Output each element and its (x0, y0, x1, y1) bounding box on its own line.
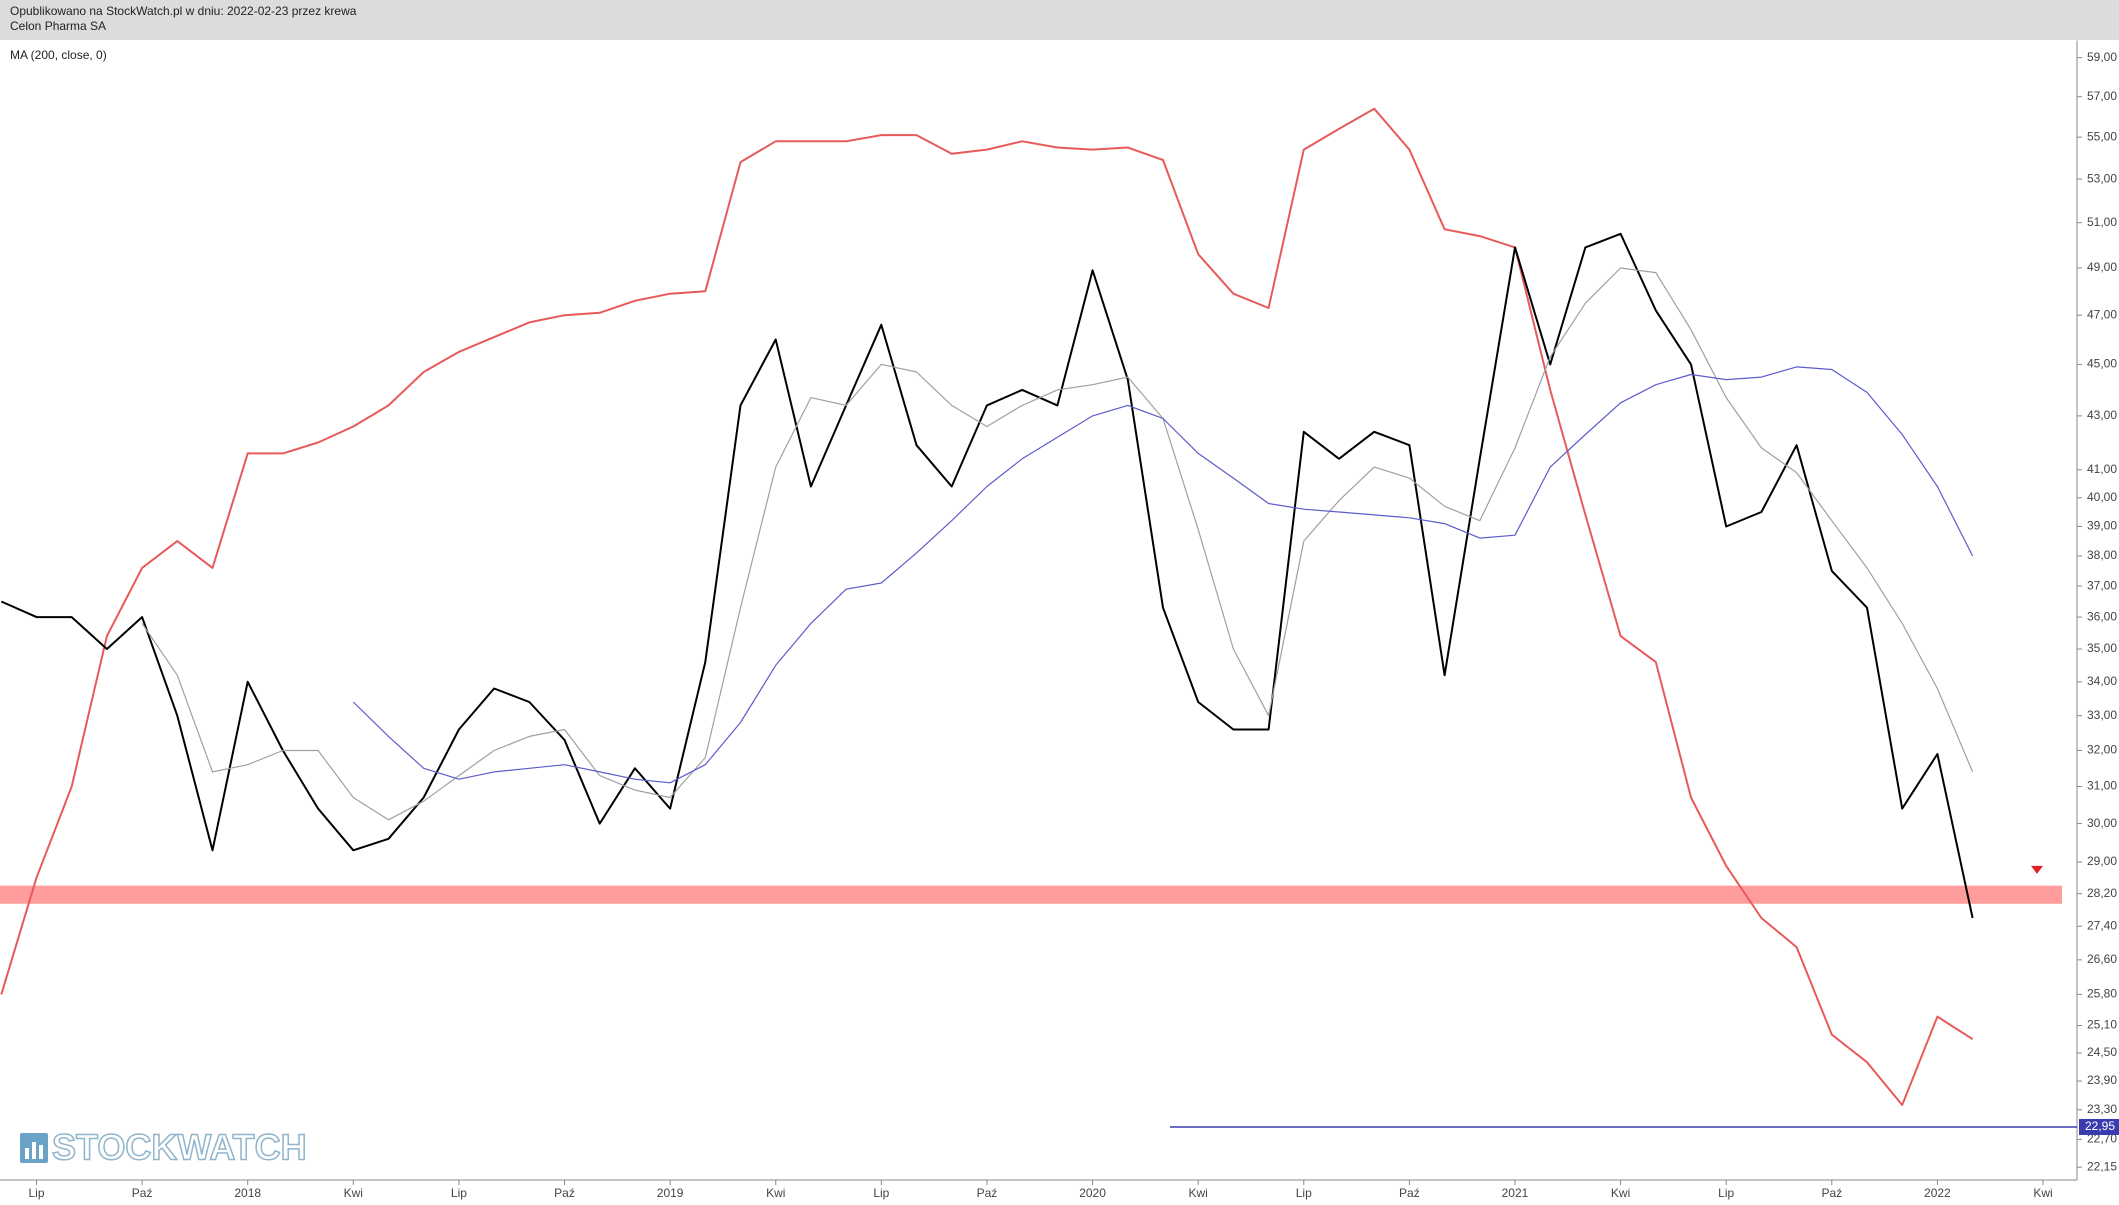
x-tick-label: Lip (873, 1186, 889, 1200)
x-tick-label: 2019 (657, 1186, 684, 1200)
y-tick-label: 23,30 (2087, 1102, 2117, 1116)
y-tick-label: 38,00 (2087, 548, 2117, 562)
y-tick-label: 26,60 (2087, 952, 2117, 966)
y-tick-label: 53,00 (2087, 171, 2117, 185)
y-tick-label: 32,00 (2087, 743, 2117, 757)
y-tick-label: 51,00 (2087, 215, 2117, 229)
x-tick-label: Paź (1399, 1186, 1420, 1200)
y-tick-label: 40,00 (2087, 490, 2117, 504)
low-line-tag (2079, 1118, 2119, 1135)
y-tick-label: 29,00 (2087, 854, 2117, 868)
y-tick-label: 25,80 (2087, 987, 2117, 1001)
series-line (141, 267, 1974, 821)
x-tick-label: Kwi (766, 1186, 785, 1200)
x-tick-label: Lip (451, 1186, 467, 1200)
x-tick-label: 2018 (234, 1186, 261, 1200)
x-tick-label: Kwi (1188, 1186, 1207, 1200)
logo-icon-bar (25, 1148, 29, 1159)
watermark-logo: STOCKWATCH (20, 1126, 307, 1168)
y-tick-label: 49,00 (2087, 260, 2117, 274)
y-tick-label: 22,70 (2087, 1132, 2117, 1146)
x-tick-label: 2020 (1079, 1186, 1106, 1200)
y-tick-label: 57,00 (2087, 89, 2117, 103)
header-publication: Opublikowano na StockWatch.pl w dniu: 20… (10, 4, 357, 18)
low-line-label: 22,95 (2085, 1119, 2115, 1133)
series-line (0, 107, 1974, 1106)
x-tick-label: 2021 (1502, 1186, 1529, 1200)
y-tick-label: 22,15 (2087, 1159, 2117, 1173)
y-tick-label: 45,00 (2087, 357, 2117, 371)
y-tick-label: 59,00 (2087, 50, 2117, 64)
series-line (0, 232, 1974, 919)
alert-marker (2031, 865, 2043, 874)
y-tick-label: 43,00 (2087, 408, 2117, 422)
x-tick-label: Kwi (344, 1186, 363, 1200)
x-tick-label: Paź (1821, 1186, 1842, 1200)
y-tick-label: 47,00 (2087, 307, 2117, 321)
x-tick-label: Paź (132, 1186, 153, 1200)
header-instrument: Celon Pharma SA (10, 19, 106, 33)
y-tick-label: 28,20 (2087, 886, 2117, 900)
header-bar (0, 0, 2119, 40)
y-tick-label: 30,00 (2087, 816, 2117, 830)
logo-icon-bar (39, 1145, 43, 1159)
logo-icon-bar (32, 1142, 36, 1159)
x-tick-label: Paź (977, 1186, 998, 1200)
legend-label: MA (200, close, 0) (10, 48, 107, 62)
y-tick-label: 25,10 (2087, 1018, 2117, 1032)
y-tick-label: 55,00 (2087, 129, 2117, 143)
y-tick-label: 37,00 (2087, 578, 2117, 592)
x-tick-label: Kwi (1611, 1186, 1630, 1200)
series-line (352, 366, 1974, 784)
y-tick-label: 35,00 (2087, 641, 2117, 655)
x-tick-label: Lip (1296, 1186, 1312, 1200)
y-tick-label: 24,50 (2087, 1045, 2117, 1059)
y-tick-label: 34,00 (2087, 674, 2117, 688)
x-tick-label: Lip (1718, 1186, 1734, 1200)
y-tick-label: 31,00 (2087, 779, 2117, 793)
y-tick-label: 33,00 (2087, 708, 2117, 722)
x-tick-label: 2022 (1924, 1186, 1951, 1200)
x-tick-label: Paź (554, 1186, 575, 1200)
y-tick-label: 23,90 (2087, 1073, 2117, 1087)
x-tick-label: Kwi (2033, 1186, 2052, 1200)
watermark-text: STOCKWATCH (52, 1127, 307, 1168)
y-tick-label: 39,00 (2087, 519, 2117, 533)
support-zone (0, 885, 2062, 904)
y-tick-label: 36,00 (2087, 609, 2117, 623)
y-tick-label: 41,00 (2087, 462, 2117, 476)
x-tick-label: Lip (28, 1186, 44, 1200)
y-tick-label: 27,40 (2087, 918, 2117, 932)
